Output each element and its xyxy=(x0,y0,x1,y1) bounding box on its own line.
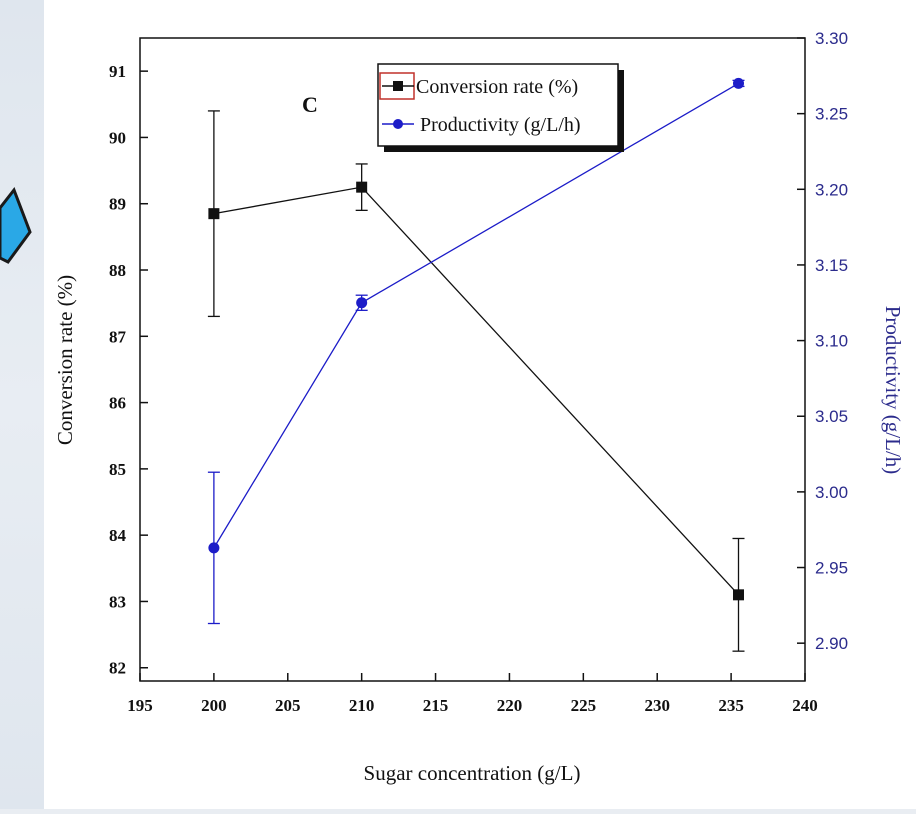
y-axis-right: 2.90 2.95 3.00 3.05 3.10 3.15 3.20 3.25 3.30 xyxy=(797,29,848,653)
x-tick-label: 210 xyxy=(349,696,375,715)
series-line-conversion xyxy=(213,186,739,596)
x-tick-label: 195 xyxy=(127,696,153,715)
y-left-tick-label: 88 xyxy=(109,261,126,280)
legend-marker-conversion xyxy=(393,81,403,91)
y-left-tick-label: 90 xyxy=(109,128,126,147)
x-axis: 195 200 205 210 215 220 225 230 235 240 xyxy=(127,673,818,715)
y-axis-left-title: Conversion rate (%) xyxy=(53,275,77,445)
x-tick-label: 230 xyxy=(644,696,670,715)
data-point-productivity xyxy=(733,77,744,89)
panel-label: C xyxy=(302,92,318,117)
x-tick-label: 205 xyxy=(275,696,301,715)
y-right-tick-label: 3.05 xyxy=(815,407,848,426)
y-left-tick-label: 89 xyxy=(109,195,126,214)
y-left-tick-label: 86 xyxy=(109,394,126,413)
data-point-conversion xyxy=(356,181,368,193)
x-tick-label: 235 xyxy=(718,696,744,715)
y-right-tick-label: 3.15 xyxy=(815,256,848,275)
data-point-productivity xyxy=(208,542,220,554)
x-tick-label: 215 xyxy=(423,696,449,715)
legend: Conversion rate (%) Productivity (g/L/h) xyxy=(377,63,624,152)
y-left-tick-label: 85 xyxy=(109,460,126,479)
series-line-productivity xyxy=(213,82,739,549)
background-edge xyxy=(0,0,44,809)
y-right-tick-label: 3.25 xyxy=(815,105,848,124)
y-left-tick-label: 83 xyxy=(109,592,126,611)
y-left-tick-label: 87 xyxy=(109,327,127,346)
y-right-tick-label: 3.30 xyxy=(815,29,848,48)
data-point-productivity xyxy=(356,297,368,309)
y-axis-left: 82 83 84 85 86 87 88 89 90 91 xyxy=(109,62,148,678)
x-tick-label: 240 xyxy=(792,696,818,715)
y-axis-right-title: Productivity (g/L/h) xyxy=(881,306,905,475)
x-axis-title: Sugar concentration (g/L) xyxy=(364,761,581,785)
y-left-tick-label: 82 xyxy=(109,659,126,678)
legend-label-conversion: Conversion rate (%) xyxy=(416,76,578,98)
y-right-tick-label: 2.95 xyxy=(815,559,848,578)
y-right-tick-label: 3.00 xyxy=(815,483,848,502)
y-right-tick-label: 3.10 xyxy=(815,332,848,351)
series-layer xyxy=(207,77,745,652)
x-tick-label: 225 xyxy=(571,696,597,715)
y-left-tick-label: 84 xyxy=(109,526,127,545)
blue-arrow-decoration xyxy=(0,186,32,264)
legend-box xyxy=(377,63,619,147)
data-point-conversion xyxy=(733,589,744,601)
data-point-conversion xyxy=(208,208,220,220)
y-right-tick-label: 3.20 xyxy=(815,180,848,199)
x-tick-label: 220 xyxy=(497,696,523,715)
legend-marker-productivity xyxy=(393,119,403,129)
legend-label-productivity: Productivity (g/L/h) xyxy=(420,114,581,136)
x-tick-label: 200 xyxy=(201,696,227,715)
y-right-tick-label: 2.90 xyxy=(815,634,848,653)
y-left-tick-label: 91 xyxy=(109,62,126,81)
plot-frame xyxy=(139,37,806,682)
